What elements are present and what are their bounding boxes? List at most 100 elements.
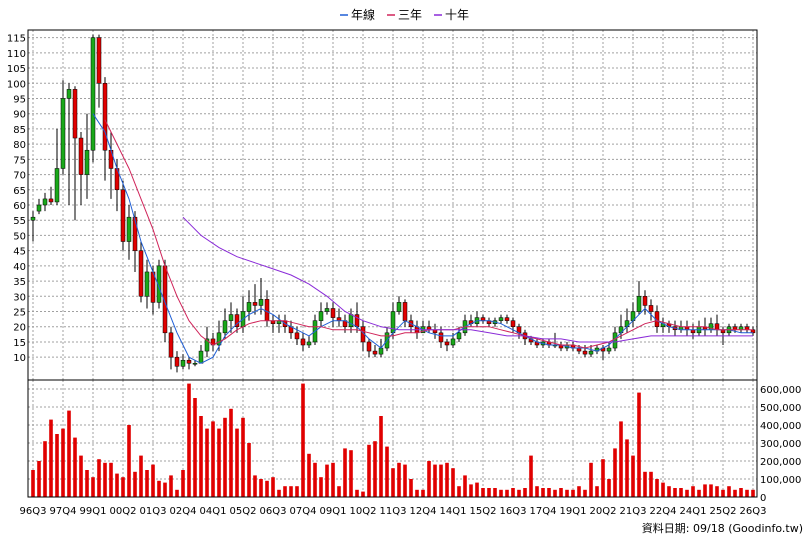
volume-bar: [373, 441, 377, 497]
volume-bar: [91, 477, 95, 497]
x-tick-label: 21Q3: [620, 506, 647, 517]
volume-tick-label: 0: [760, 493, 766, 504]
price-tick-label: 70: [13, 171, 26, 182]
x-tick-label: 17Q4: [530, 506, 557, 517]
price-tick-label: 85: [13, 125, 26, 136]
candle-body: [234, 314, 240, 327]
price-tick-label: 80: [13, 140, 26, 151]
volume-bar: [397, 462, 401, 497]
candle-body: [396, 302, 402, 312]
volume-bar: [547, 488, 551, 497]
candle-body: [480, 317, 486, 321]
volume-bar: [625, 439, 629, 497]
candle-body: [438, 332, 444, 343]
candle-body: [222, 320, 228, 334]
volume-bar: [649, 471, 653, 497]
volume-bar: [229, 408, 233, 497]
volume-bar: [355, 489, 359, 497]
volume-bar: [445, 462, 449, 497]
candle-body: [336, 317, 342, 321]
volume-bar: [379, 416, 383, 497]
volume-axis-ticks: 0 100,000 200,000 300,000 400,000 500,000 600,…: [760, 385, 801, 504]
volume-bar: [193, 398, 197, 497]
volume-bar: [403, 464, 407, 497]
x-tick-label: 24Q1: [680, 506, 707, 517]
x-tick-label: 04Q1: [200, 506, 227, 517]
volume-bar: [535, 486, 539, 497]
volume-bars: [31, 383, 755, 497]
candle-body: [192, 363, 198, 365]
volume-bar: [517, 489, 521, 497]
candle-body: [138, 250, 144, 297]
volume-bar: [97, 459, 101, 497]
volume-bar: [127, 425, 131, 497]
volume-tick-label: 200,000: [760, 457, 801, 468]
candle-body: [402, 302, 408, 321]
volume-bar: [331, 462, 335, 497]
candle-body: [306, 341, 312, 346]
volume-bar: [145, 470, 149, 497]
candle-body: [36, 204, 42, 212]
x-tick-label: 00Q2: [110, 506, 137, 517]
x-tick-label: 96Q3: [20, 506, 47, 517]
volume-bar: [283, 486, 287, 497]
price-tick-label: 35: [13, 277, 26, 288]
candle-body: [582, 350, 588, 355]
volume-bar: [37, 461, 41, 497]
candle-body: [216, 332, 222, 346]
volume-bar: [457, 486, 461, 497]
candle-body: [186, 359, 192, 364]
price-tick-label: 110: [7, 49, 26, 60]
price-tick-label: 115: [7, 34, 26, 45]
price-tick-label: 95: [13, 94, 26, 105]
candle-body: [300, 338, 306, 346]
volume-bar: [529, 455, 533, 497]
volume-bar: [79, 455, 83, 497]
candle-body: [204, 338, 210, 352]
candle-body: [636, 296, 642, 312]
volume-bar: [409, 479, 413, 497]
candle-body: [66, 89, 72, 99]
volume-bar: [175, 489, 179, 497]
candle-body: [390, 311, 396, 334]
volume-bar: [751, 489, 755, 497]
volume-bar: [163, 482, 167, 497]
volume-bar: [241, 417, 245, 497]
volume-bar: [607, 479, 611, 497]
volume-bar: [673, 488, 677, 497]
volume-bar: [391, 468, 395, 497]
legend-label-0: 年線: [351, 7, 375, 22]
volume-bar: [481, 488, 485, 497]
volume-bar: [157, 480, 161, 497]
price-tick-label: 25: [13, 308, 26, 319]
x-tick-label: 07Q4: [290, 506, 317, 517]
volume-bar: [559, 488, 563, 497]
volume-bar: [367, 444, 371, 497]
volume-bar: [31, 470, 35, 497]
candle-body: [258, 299, 264, 306]
x-tick-label: 01Q3: [140, 506, 167, 517]
volume-bar: [385, 446, 389, 497]
volume-bar: [247, 443, 251, 497]
candle-body: [72, 89, 78, 139]
legend-label-2: 十年: [445, 8, 469, 22]
volume-bar: [265, 480, 269, 497]
volume-tick-label: 400,000: [760, 421, 801, 432]
volume-bar: [319, 477, 323, 497]
x-tick-label: 12Q4: [410, 506, 437, 517]
volume-bar: [589, 462, 593, 497]
candle-body: [168, 332, 174, 358]
volume-bar: [259, 479, 263, 497]
price-axis-ticks: 10 15 20 25 30 35 40 45 50 55 60 65 70 75 80 85 90 95 100 1…: [7, 34, 26, 365]
volume-bar: [133, 471, 137, 497]
candle-body: [510, 320, 516, 327]
volume-bar: [361, 491, 365, 497]
candle-body: [294, 332, 300, 340]
candle-body: [42, 198, 48, 206]
volume-bar: [739, 488, 743, 497]
candle-body: [132, 216, 138, 251]
candle-body: [504, 317, 510, 321]
volume-bar: [103, 462, 107, 497]
volume-bar: [415, 489, 419, 497]
